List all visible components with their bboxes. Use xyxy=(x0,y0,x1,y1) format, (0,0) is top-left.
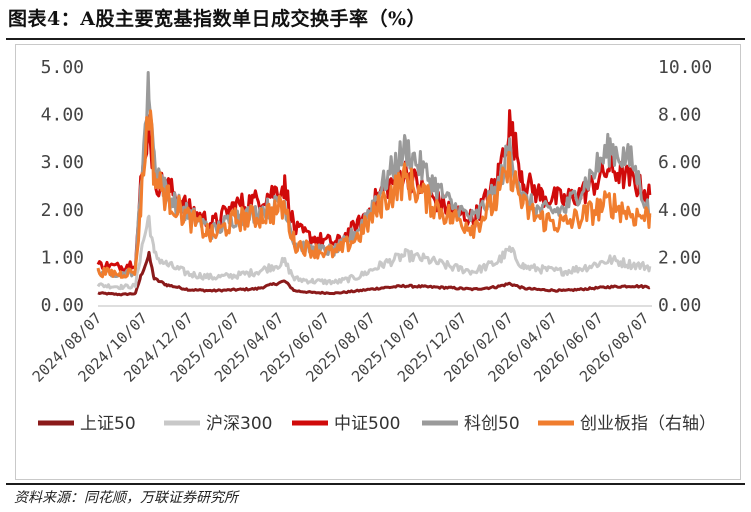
y-left-tick-label: 5.00 xyxy=(41,57,84,78)
chart-frame: 0.00 1.00 2.00 3.00 4.00 5.00 0.00 2.00 4.00 6.00… xyxy=(15,44,741,480)
series-line-4 xyxy=(96,109,652,279)
y-right-tick-label: 10.00 xyxy=(658,57,712,78)
source-rule xyxy=(6,483,745,485)
y-right-tick-label: 8.00 xyxy=(658,105,701,126)
legend-label-4: 创业板指（右轴） xyxy=(580,414,716,434)
turnover-line-chart: 0.00 1.00 2.00 3.00 4.00 5.00 0.00 2.00 4.00 6.00… xyxy=(29,57,716,434)
series-line-0 xyxy=(97,250,651,297)
legend-label-3: 科创50 xyxy=(464,414,520,434)
series-line-2 xyxy=(96,109,652,273)
source-note: 资料来源：同花顺，万联证券研究所 xyxy=(14,490,238,506)
figure-title: 图表4：A股主要宽基指数单日成交换手率（%） xyxy=(8,8,427,30)
series-line-3 xyxy=(96,71,652,279)
y-right-tick-label: 4.00 xyxy=(658,200,701,221)
y-right-tick-label: 6.00 xyxy=(658,152,701,173)
legend-label-0: 上证50 xyxy=(80,414,136,434)
legend-label-1: 沪深300 xyxy=(206,414,272,434)
series-line-1 xyxy=(96,214,652,291)
y-right-tick-label: 2.00 xyxy=(658,247,701,268)
y-left-tick-label: 3.00 xyxy=(41,152,84,173)
y-left-tick-label: 0.00 xyxy=(41,295,84,316)
y-left-tick-label: 4.00 xyxy=(41,105,84,126)
y-left-tick-label: 1.00 xyxy=(41,247,84,268)
y-left-tick-label: 2.00 xyxy=(41,200,84,221)
title-rule xyxy=(6,38,745,40)
legend-label-2: 中证500 xyxy=(334,414,400,434)
y-right-tick-label: 0.00 xyxy=(658,295,701,316)
